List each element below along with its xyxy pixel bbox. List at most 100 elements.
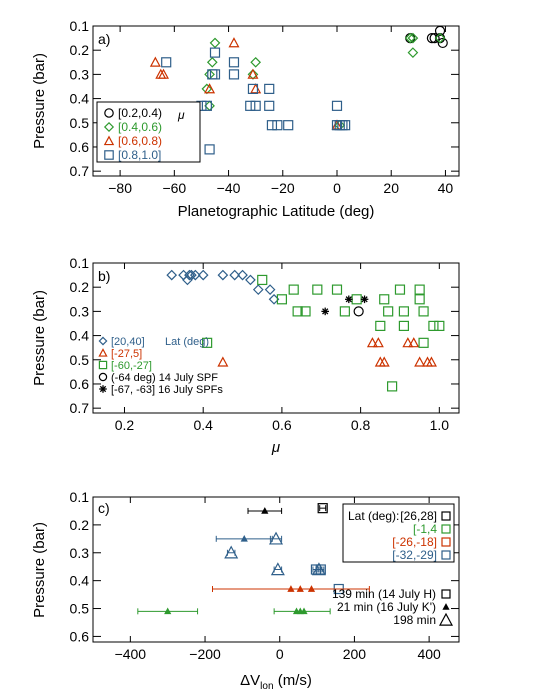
y-tick-label: 0.6 (70, 139, 90, 155)
data-point (272, 120, 283, 131)
data-point (247, 83, 259, 95)
y-tick-label: 0.1 (70, 18, 90, 34)
data-point (379, 294, 390, 305)
data-point (287, 585, 295, 592)
y-tick-label: 0.5 (70, 115, 90, 131)
data-point (229, 269, 241, 281)
y-tick-label: 0.5 (70, 601, 90, 617)
data-point (366, 337, 378, 348)
panel-b-legend: [20,40][-27,5][-60,-27](-64 deg) 14 July… (98, 336, 223, 396)
legend-label: [-32,-29] (392, 548, 437, 562)
data-point (247, 69, 259, 80)
legend-label: [-60,-27] (111, 360, 152, 372)
data-point (250, 83, 262, 94)
legend-label: 198 min (393, 613, 436, 627)
legend-marker (104, 150, 114, 160)
data-point (408, 337, 420, 348)
panel-a: a) Pressure (bar) Planetographic Latitud… (31, 18, 460, 220)
data-point (228, 69, 240, 80)
data-point (418, 306, 429, 317)
x-tick-label: 400 (417, 646, 441, 662)
x-tick-label: 0.4 (193, 417, 213, 433)
data-point (217, 269, 229, 281)
y-tick-label: 0.7 (70, 163, 90, 179)
data-point (288, 284, 299, 295)
y-tick-label: 0.1 (70, 255, 90, 271)
data-point (418, 337, 429, 348)
legend-label: [20,40] (111, 336, 145, 348)
data-point (425, 356, 437, 367)
data-point (250, 100, 261, 111)
data-point (292, 306, 303, 317)
data-point (340, 120, 351, 131)
panel-c-xlabel-main: ΔV (240, 672, 260, 689)
y-tick-label: 0.6 (70, 376, 90, 392)
data-point (345, 295, 353, 304)
data-point (353, 306, 364, 317)
legend-marker (438, 612, 454, 626)
data-point (157, 68, 169, 79)
data-point (300, 306, 311, 317)
panel-a-ticks: −80 −60 −40 −20 0 20 40 0.1 0.2 0.3 0.4 0.5 0.6 0.7 (70, 18, 459, 196)
y-tick-label: 0.2 (70, 42, 90, 58)
panel-b-ticks: 0.2 0.4 0.6 0.8 1.0 0.1 0.2 0.3 0.4 0.5 0.6 0.7 (70, 255, 459, 433)
data-point (252, 284, 264, 295)
legend-marker (441, 524, 451, 534)
data-point (264, 100, 275, 111)
data-point (276, 294, 288, 305)
panel-b-points (166, 269, 445, 392)
data-point (228, 37, 240, 48)
data-point (247, 68, 259, 79)
data-point (186, 269, 197, 281)
y-tick-label: 0.2 (70, 517, 90, 533)
panel-a-legend-box (96, 101, 201, 163)
legend-label: (-64 deg) 14 July SPF (111, 372, 218, 384)
data-point (331, 284, 343, 295)
legend-marker (104, 108, 114, 118)
data-point (228, 57, 240, 68)
legend-label: 21 min (16 July K') (337, 600, 436, 614)
data-point (149, 56, 161, 67)
legend-label: [-26,-18] (392, 535, 437, 549)
data-point (207, 69, 218, 80)
y-tick-label: 0.7 (70, 400, 90, 416)
panel-b: b) Pressure (bar) μ 0.2 0.4 0.6 0.8 1.00.10.… (31, 255, 460, 456)
panel-c-points (137, 503, 370, 615)
data-point (261, 507, 269, 514)
panel-c-label: c) (98, 500, 110, 516)
data-point (331, 100, 343, 111)
data-point (312, 284, 323, 295)
x-tick-label: 20 (383, 180, 399, 196)
data-point (428, 320, 439, 332)
legend-marker (441, 511, 451, 521)
data-point (164, 607, 172, 615)
panel-c-frame (92, 496, 460, 643)
data-point (321, 307, 329, 316)
data-point (339, 306, 350, 317)
panel-b-label: b) (98, 268, 110, 284)
data-point (245, 100, 256, 111)
y-tick-label: 0.2 (70, 279, 90, 295)
y-tick-label: 0.5 (70, 352, 90, 368)
data-point (224, 545, 239, 559)
data-point (189, 269, 201, 281)
panel-a-legend: [0.2,0.4)[0.4,0.6)[0.6,0.8)[0.8,1.0] μ (96, 101, 201, 163)
data-point (201, 100, 212, 111)
y-tick-label: 0.1 (70, 489, 90, 505)
x-tick-label: −400 (115, 646, 147, 662)
data-point (414, 356, 426, 367)
data-point (237, 269, 248, 281)
data-point (209, 69, 221, 80)
data-point (240, 534, 248, 542)
x-tick-label: 1.0 (430, 417, 450, 433)
data-point (250, 56, 262, 68)
legend-marker (99, 385, 107, 393)
data-point (398, 306, 410, 317)
y-tick-label: 0.4 (70, 328, 90, 344)
data-point (257, 274, 268, 286)
data-point (407, 32, 419, 44)
data-point (264, 284, 276, 295)
legend-marker (103, 121, 115, 133)
panel-a-label: a) (98, 31, 110, 47)
x-tick-label: 0.6 (272, 417, 292, 433)
